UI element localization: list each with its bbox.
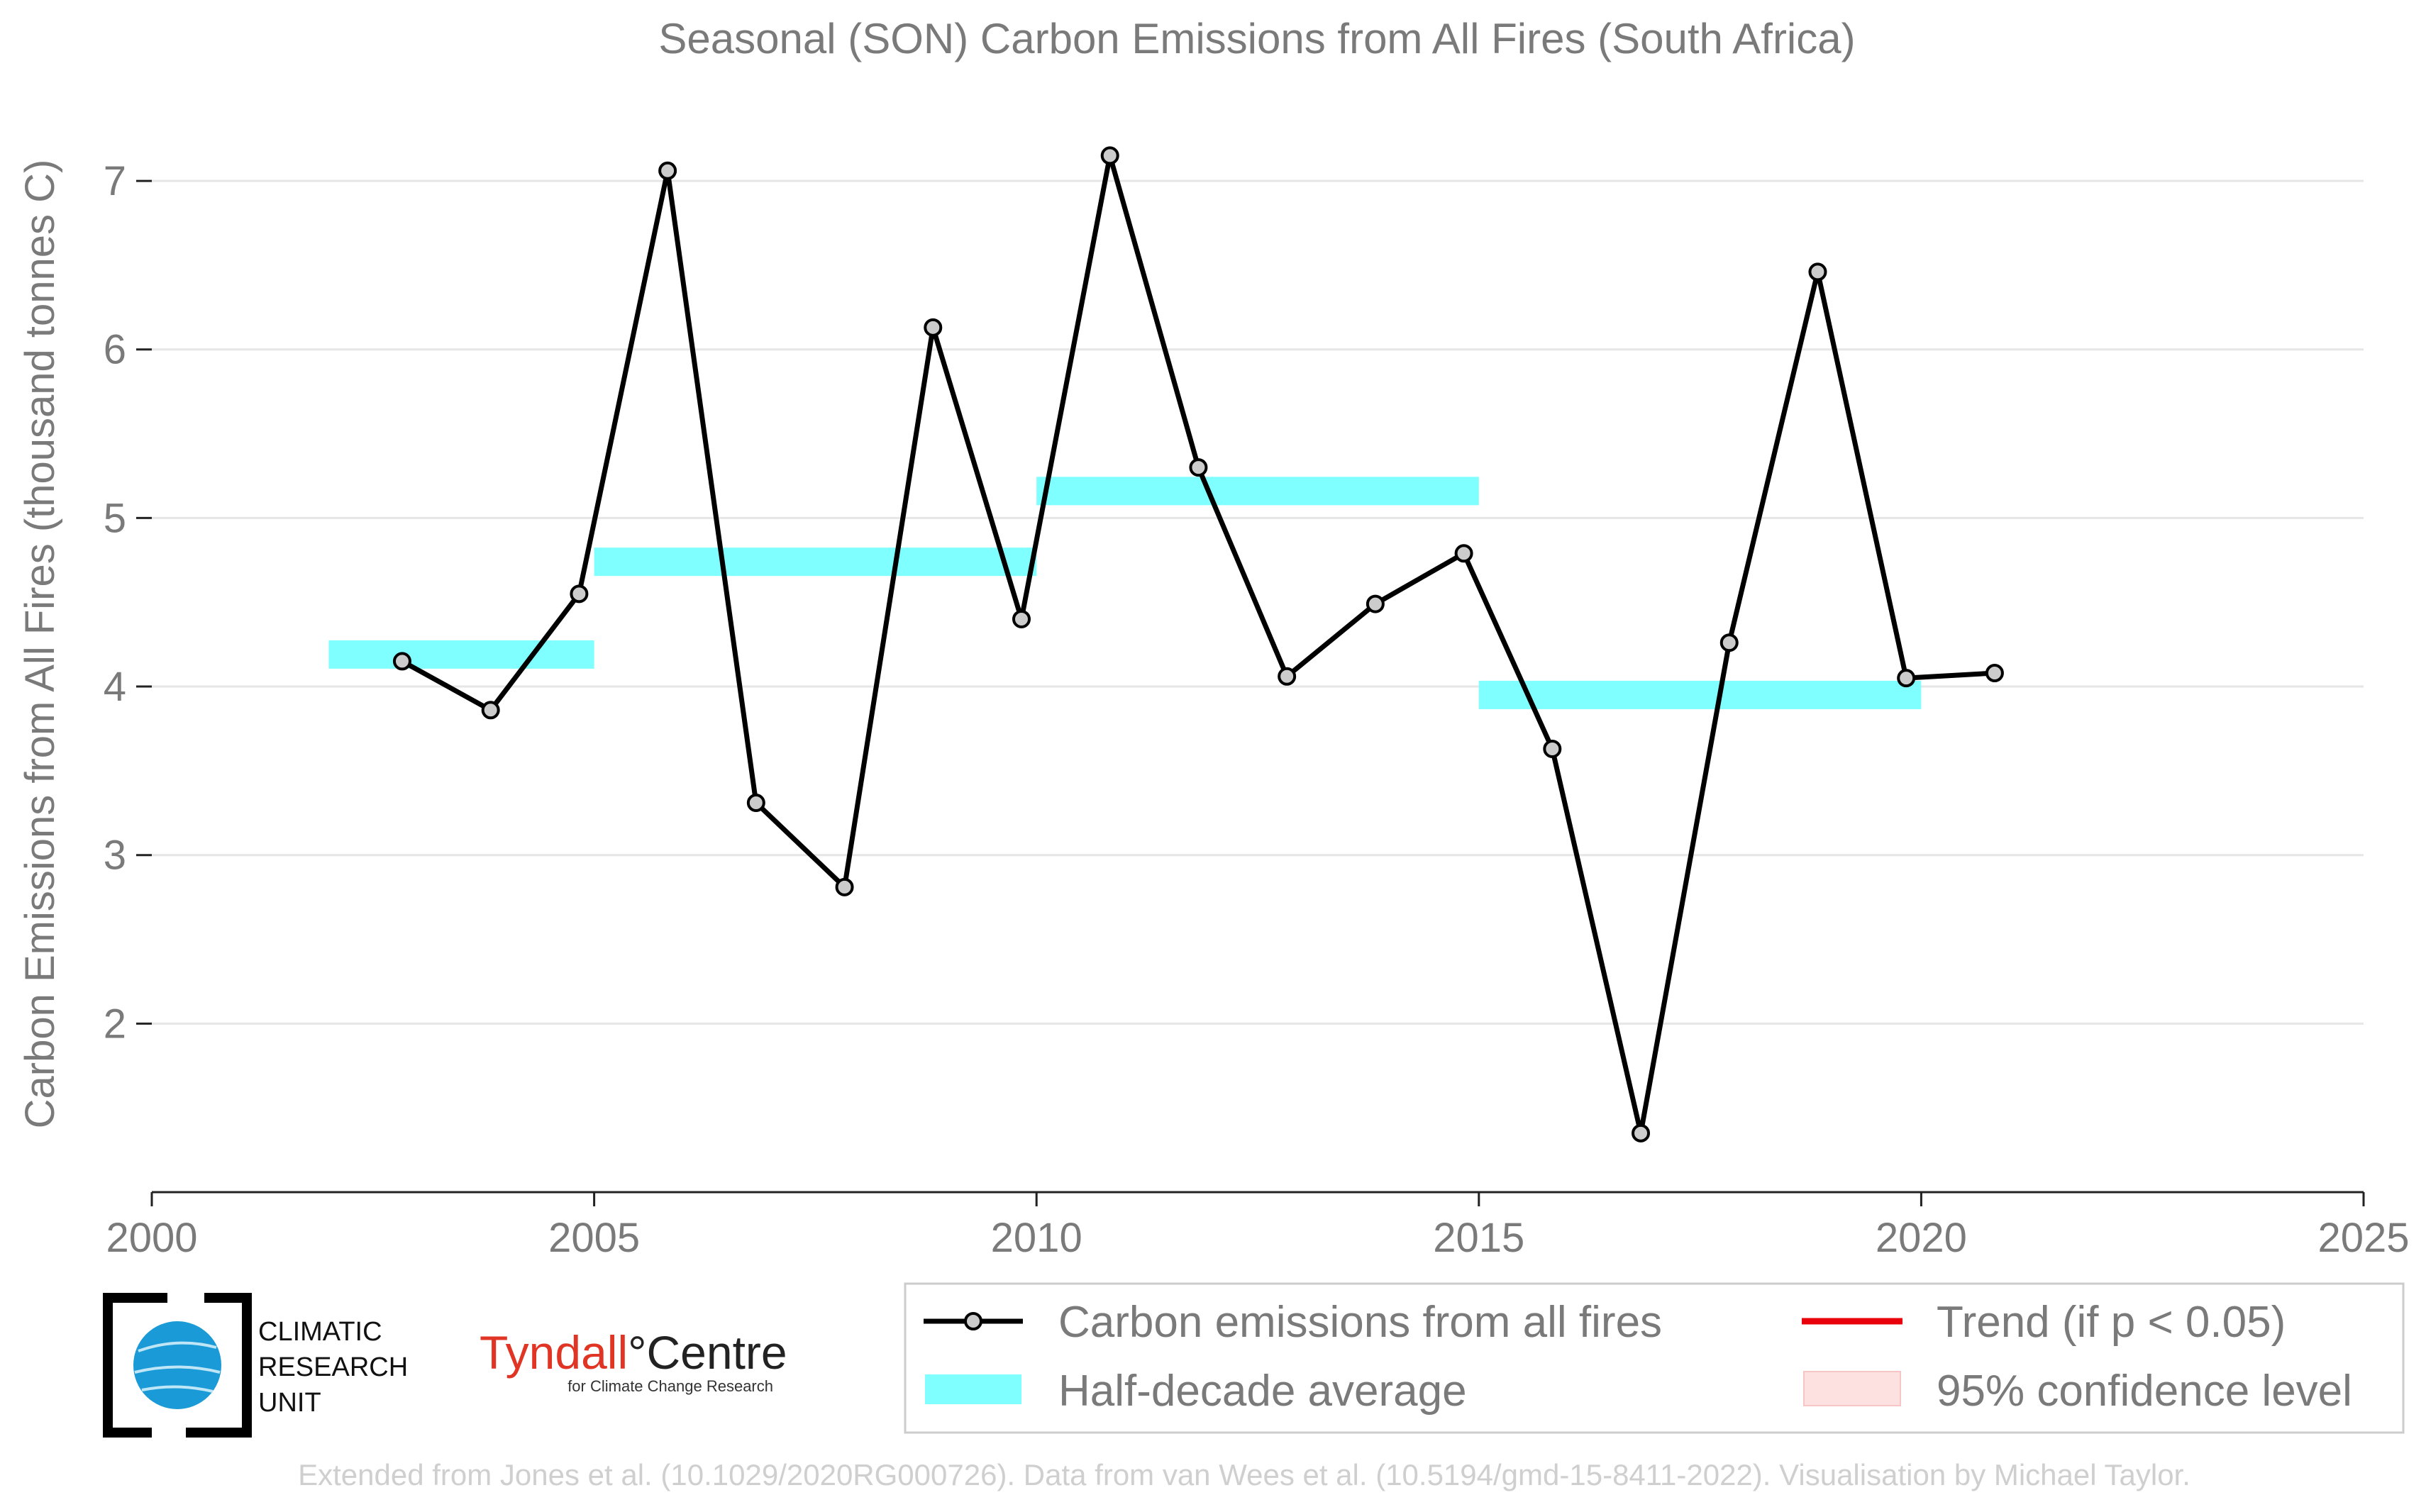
legend-swatch-confidence — [1803, 1371, 1901, 1406]
legend-swatch-half-decade — [925, 1374, 1021, 1404]
y-tick-label-4: 4 — [104, 664, 126, 710]
data-point-17 — [1808, 262, 1827, 282]
data-point-2 — [481, 701, 500, 720]
data-point-18 — [1897, 669, 1916, 688]
globe-icon — [133, 1321, 221, 1409]
x-tick-label-2005: 2005 — [548, 1215, 640, 1261]
data-point-8 — [1012, 609, 1031, 628]
legend-swatch-emissions-marker — [964, 1312, 982, 1330]
svg-text:Tyndall°Centre: Tyndall°Centre — [480, 1326, 787, 1379]
series-carbon-emissions — [392, 146, 2004, 1143]
half-decade-bar-2 — [594, 547, 1037, 577]
cru-logo-line-2: RESEARCH — [258, 1352, 408, 1382]
x-axis-ticks: 2000 2005 2010 2015 2020 2025 — [106, 1192, 2410, 1261]
half-decade-average-bars — [328, 477, 1922, 709]
chart-title: Seasonal (SON) Carbon Emissions from All… — [658, 15, 1855, 62]
half-decade-bar-3 — [1036, 477, 1479, 506]
x-tick-label-2010: 2010 — [991, 1215, 1082, 1261]
gridlines — [152, 179, 2364, 1025]
cru-logo-line-3: UNIT — [258, 1388, 321, 1418]
y-tick-label-2: 2 — [104, 1001, 126, 1047]
data-point-13 — [1454, 544, 1473, 563]
legend: Carbon emissions from all fires Trend (i… — [904, 1282, 2405, 1434]
legend-frame — [904, 1282, 2405, 1434]
y-tick-label-5: 5 — [104, 495, 126, 541]
y-axis-label: Carbon Emissions from All Fires (thousan… — [17, 160, 63, 1129]
data-point-3 — [570, 584, 589, 604]
y-tick-label-7: 7 — [104, 158, 126, 204]
data-point-9 — [1100, 146, 1119, 165]
data-point-6 — [835, 877, 854, 896]
y-axis-ticks: 2 3 4 5 6 7 — [104, 158, 152, 1047]
data-point-5 — [746, 794, 765, 813]
emissions-line — [401, 152, 1995, 1136]
data-point-7 — [924, 318, 943, 337]
cru-logo: CLIMATIC RESEARCH UNIT — [103, 1293, 408, 1438]
data-point-4 — [658, 161, 677, 180]
data-point-12 — [1366, 594, 1385, 613]
tyndall-logo: Tyndall°Centre for Climate Change Resear… — [480, 1326, 787, 1395]
x-tick-label-2020: 2020 — [1876, 1215, 1967, 1261]
data-point-15 — [1632, 1123, 1651, 1143]
y-tick-label-6: 6 — [104, 327, 126, 373]
data-point-11 — [1278, 667, 1297, 686]
tyndall-logo-subtitle: for Climate Change Research — [567, 1377, 773, 1395]
legend-label-emissions: Carbon emissions from all fires — [1058, 1298, 1662, 1347]
footer-credit: Extended from Jones et al. (10.1029/2020… — [298, 1458, 2190, 1491]
data-point-16 — [1719, 633, 1739, 652]
half-decade-bar-4 — [1478, 680, 1922, 709]
legend-label-confidence: 95% confidence level — [1937, 1367, 2352, 1416]
data-point-14 — [1543, 739, 1562, 758]
cru-logo-line-1: CLIMATIC — [258, 1317, 382, 1347]
tyndall-logo-name: Tyndall — [480, 1326, 628, 1379]
data-point-10 — [1189, 458, 1208, 477]
legend-label-trend: Trend (if p < 0.05) — [1937, 1298, 2286, 1347]
half-decade-bar-1 — [328, 640, 594, 669]
tyndall-logo-centre: °Centre — [628, 1326, 787, 1379]
data-point-1 — [392, 652, 411, 671]
x-tick-label-2000: 2000 — [106, 1215, 197, 1261]
legend-label-half-decade: Half-decade average — [1058, 1367, 1467, 1416]
x-tick-label-2025: 2025 — [2317, 1215, 2409, 1261]
y-tick-label-3: 3 — [104, 833, 126, 879]
x-tick-label-2015: 2015 — [1433, 1215, 1524, 1261]
data-point-19 — [1985, 664, 2004, 683]
